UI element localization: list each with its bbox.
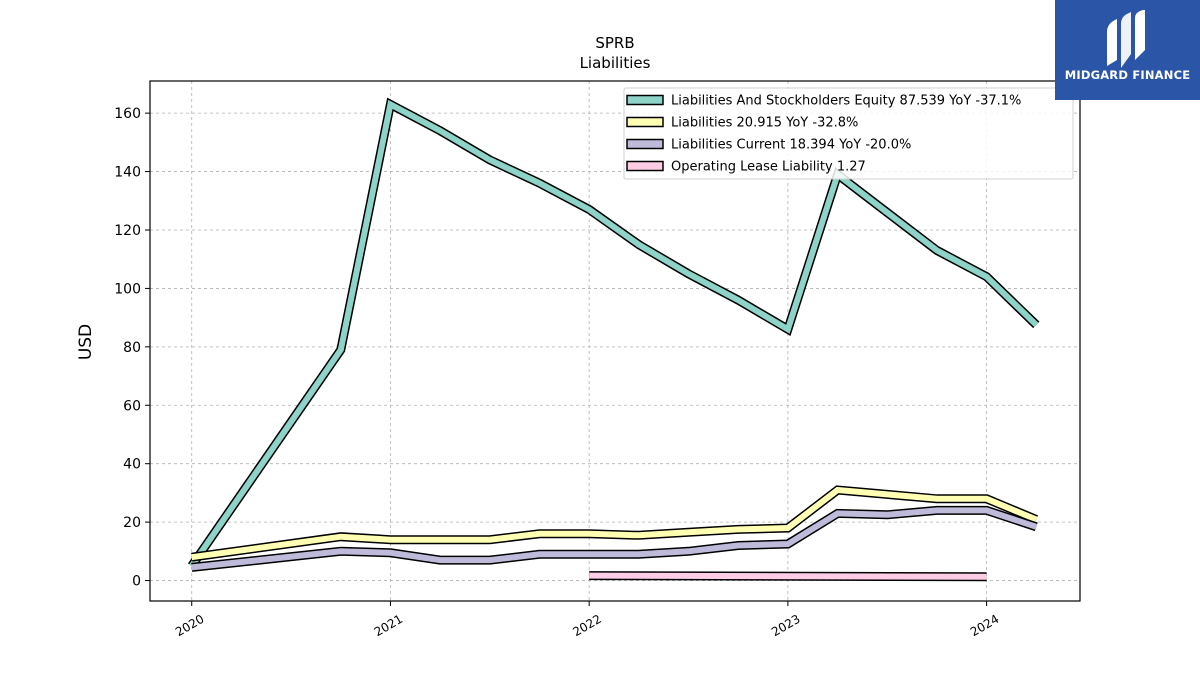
series-line-outline <box>191 485 1039 562</box>
x-tick-label: 2022 <box>570 612 603 639</box>
series-line <box>191 507 1038 571</box>
x-tick-label: 2023 <box>769 612 802 639</box>
series-liabilities-and-stockholders-equity <box>187 97 1040 569</box>
legend-swatch <box>626 138 664 150</box>
chart-subtitle: Liabilities <box>580 54 651 72</box>
x-tick-label: 2020 <box>173 612 206 639</box>
y-tick-label: 0 <box>132 574 141 590</box>
y-tick-label: 20 <box>123 515 141 531</box>
y-tick-label: 120 <box>114 223 141 239</box>
legend-entry: Operating Lease Liability 1.27 <box>671 160 866 175</box>
legend-swatch <box>626 160 664 172</box>
x-tick-label: 2024 <box>968 612 1001 639</box>
y-tick-label: 60 <box>123 398 141 414</box>
series-operating-lease-liability <box>589 571 987 582</box>
chart-title: SPRB <box>595 34 634 52</box>
legend-entry: Liabilities 20.915 YoY -32.8% <box>671 116 858 131</box>
x-tick-label: 2021 <box>372 612 405 639</box>
legend-swatch <box>626 94 664 106</box>
y-tick-label: 40 <box>123 457 141 473</box>
midgard-m-logo-icon <box>1107 10 1145 68</box>
legend-entry: Liabilities Current 18.394 YoY -20.0% <box>671 138 911 153</box>
brand-logo: MIDGARD FINANCE <box>1055 0 1200 100</box>
y-axis-label: USD <box>76 324 96 360</box>
legend-box <box>623 87 1074 180</box>
y-tick-label: 160 <box>114 106 141 122</box>
y-tick-label: 80 <box>123 340 141 356</box>
legend-swatch <box>626 116 664 128</box>
brand-name: MIDGARD FINANCE <box>1064 68 1191 82</box>
legend: Liabilities And Stockholders Equity 87.5… <box>623 87 1074 180</box>
series-line <box>191 486 1038 561</box>
series-layer <box>187 97 1040 582</box>
legend-entry: Liabilities And Stockholders Equity 87.5… <box>671 94 1021 109</box>
plot-frame <box>149 80 1081 602</box>
y-tick-label: 100 <box>114 281 141 297</box>
series-liabilities <box>191 485 1039 562</box>
series-line <box>189 99 1039 568</box>
y-tick-label: 140 <box>114 165 141 181</box>
series-liabilities-current <box>191 505 1038 572</box>
series-line <box>589 572 987 580</box>
